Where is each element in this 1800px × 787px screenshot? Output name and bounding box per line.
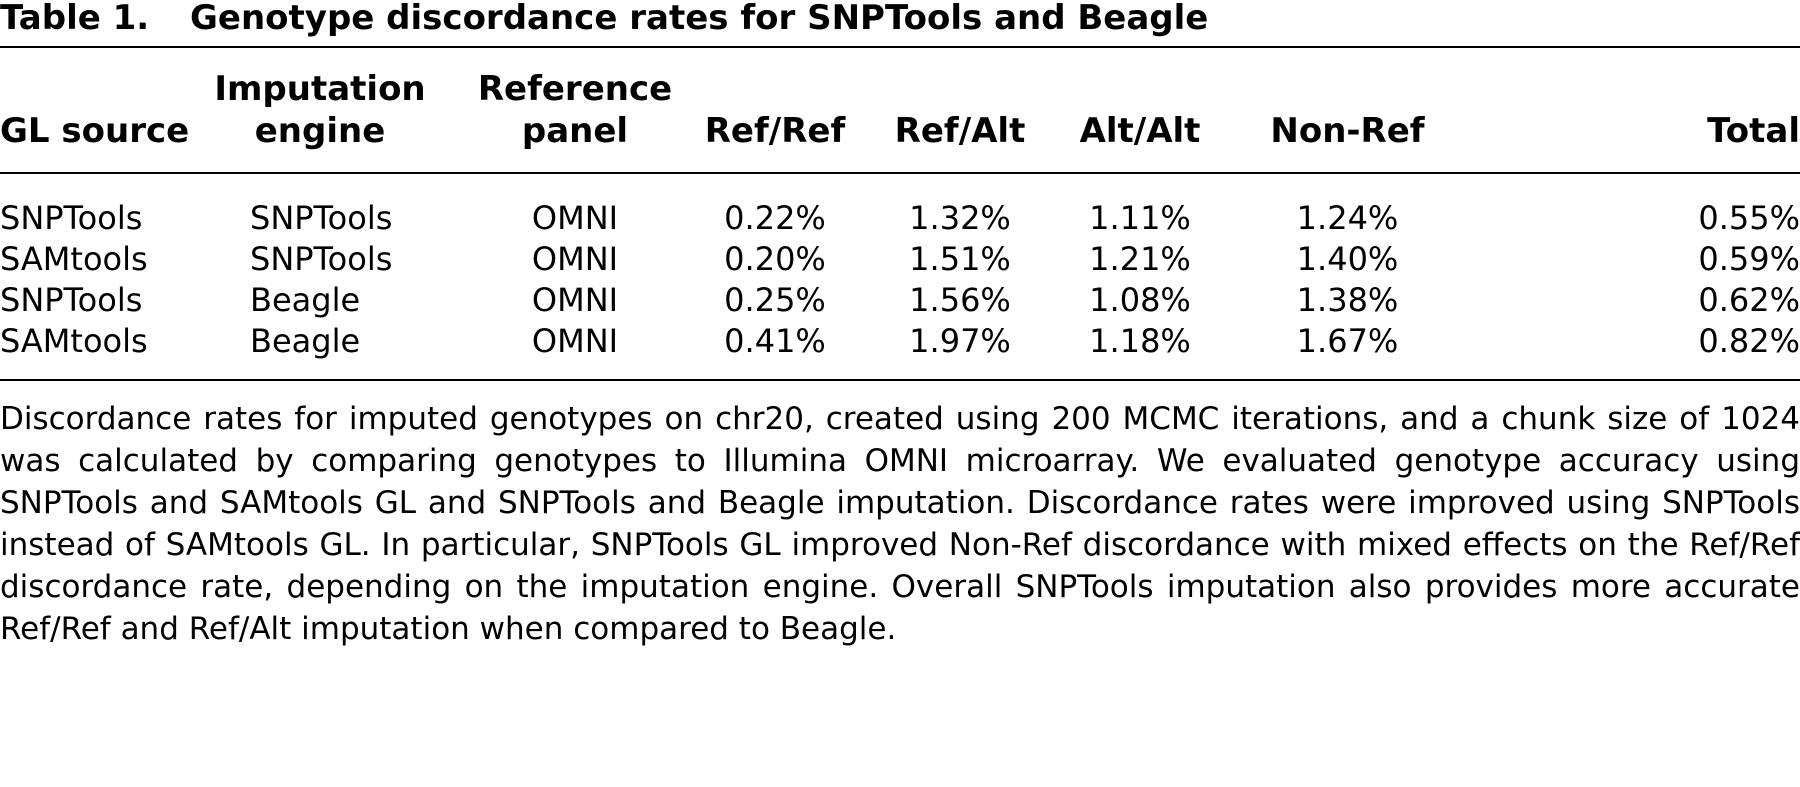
table-label: Table 1.: [0, 0, 150, 38]
cell-imputation-engine: Beagle: [250, 281, 361, 319]
cell-total: 0.59%: [1698, 240, 1800, 278]
header-total: Total: [1707, 111, 1800, 151]
cell-total: 0.82%: [1698, 322, 1800, 360]
table-row: SNPTools Beagle OMNI 0.25% 1.56% 1.08% 1…: [0, 280, 1800, 321]
table-row: SAMtools Beagle OMNI 0.41% 1.97% 1.18% 1…: [0, 321, 1800, 362]
cell-alt-alt: 1.18%: [1089, 322, 1191, 360]
header-alt-alt: Alt/Alt: [1079, 111, 1201, 151]
cell-reference-panel: OMNI: [531, 199, 619, 237]
cell-non-ref: 1.24%: [1296, 199, 1399, 237]
cell-ref-alt: 1.51%: [909, 240, 1011, 278]
cell-reference-panel: OMNI: [531, 322, 619, 360]
header-non-ref: Non-Ref: [1270, 111, 1425, 151]
header-gl-source: GL source: [0, 111, 190, 151]
cell-ref-alt: 1.56%: [909, 281, 1011, 319]
cell-alt-alt: 1.08%: [1089, 281, 1191, 319]
table-title: Table 1. Genotype discordance rates for S…: [0, 0, 1208, 42]
cell-gl-source: SNPTools: [0, 199, 143, 237]
cell-ref-ref: 0.20%: [724, 240, 826, 278]
cell-ref-ref: 0.22%: [724, 199, 826, 237]
table-row: SAMtools SNPTools OMNI 0.20% 1.51% 1.21%…: [0, 239, 1800, 280]
cell-total: 0.62%: [1698, 281, 1800, 319]
cell-non-ref: 1.40%: [1296, 240, 1399, 278]
cell-ref-ref: 0.41%: [724, 322, 826, 360]
header-imputation-engine: Imputation engine: [214, 69, 426, 151]
cell-non-ref: 1.67%: [1296, 322, 1399, 360]
cell-imputation-engine: Beagle: [250, 322, 361, 360]
header-ref-ref: Ref/Ref: [704, 111, 846, 151]
bottom-rule: [0, 379, 1800, 381]
cell-gl-source: SAMtools: [0, 322, 148, 360]
table-row: SNPTools SNPTools OMNI 0.22% 1.32% 1.11%…: [0, 198, 1800, 239]
cell-ref-ref: 0.25%: [724, 281, 826, 319]
header-reference-panel: Reference panel: [477, 69, 673, 151]
table-title-text: Genotype discordance rates for SNPTools …: [190, 0, 1209, 38]
cell-alt-alt: 1.11%: [1089, 199, 1191, 237]
cell-alt-alt: 1.21%: [1089, 240, 1191, 278]
header-ref-alt: Ref/Alt: [894, 111, 1026, 151]
cell-non-ref: 1.38%: [1296, 281, 1399, 319]
cell-total: 0.55%: [1698, 199, 1800, 237]
top-rule: [0, 46, 1800, 48]
header-rule: [0, 172, 1800, 174]
cell-imputation-engine: SNPTools: [250, 240, 393, 278]
table-caption: Discordance rates for imputed genotypes …: [0, 401, 1800, 647]
cell-gl-source: SAMtools: [0, 240, 148, 278]
cell-reference-panel: OMNI: [531, 240, 619, 278]
cell-reference-panel: OMNI: [531, 281, 619, 319]
cell-imputation-engine: SNPTools: [250, 199, 393, 237]
cell-gl-source: SNPTools: [0, 281, 143, 319]
cell-ref-alt: 1.32%: [909, 199, 1011, 237]
cell-ref-alt: 1.97%: [909, 322, 1011, 360]
